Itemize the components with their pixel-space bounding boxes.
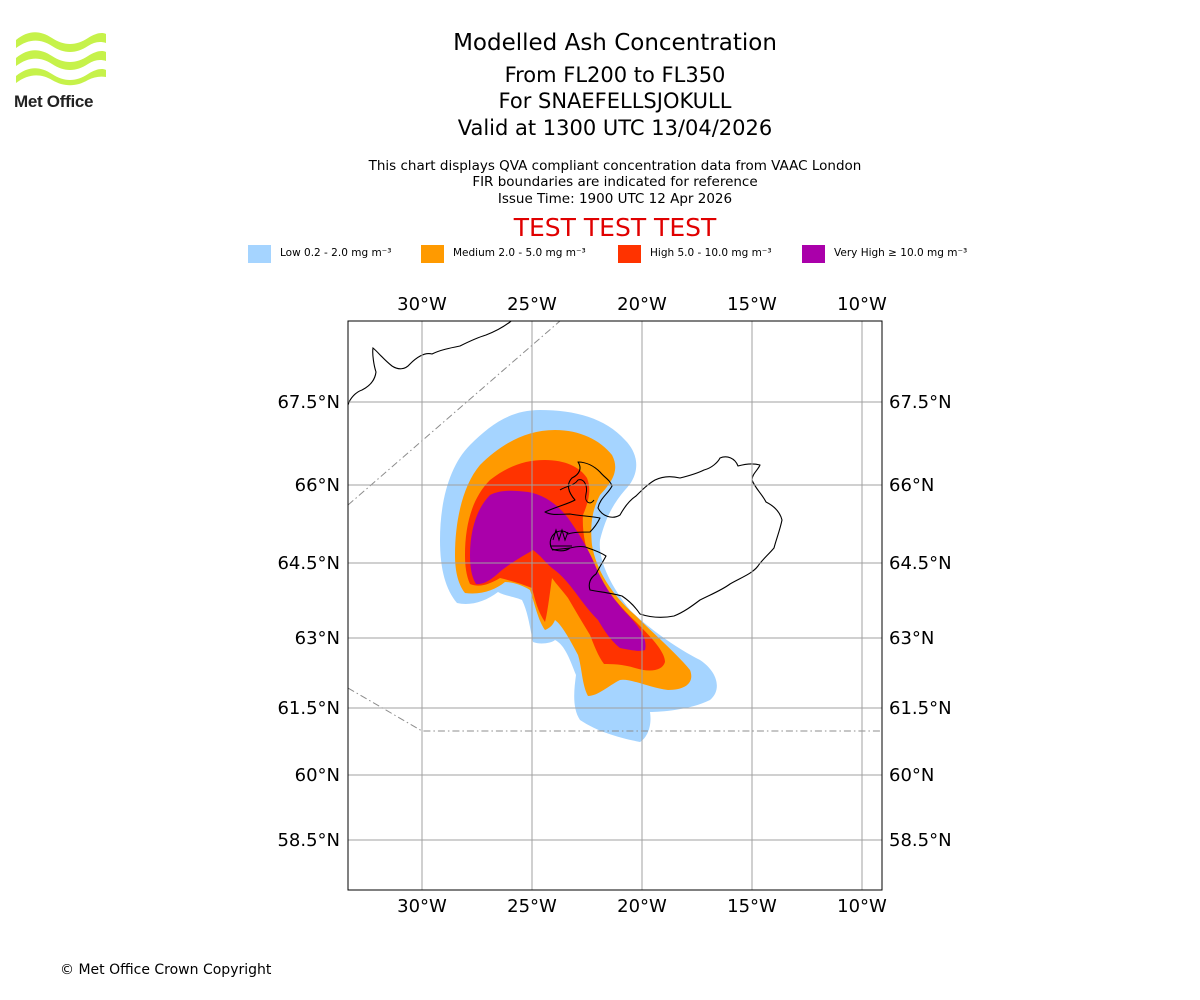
- volcano-name: For SNAEFELLSJOKULL: [498, 89, 732, 113]
- lat-tick-label-left: 64.5°N: [277, 553, 340, 574]
- valid-time: Valid at 1300 UTC 13/04/2026: [457, 116, 773, 140]
- lat-tick-label-right: 64.5°N: [889, 553, 952, 574]
- lon-tick-label-top: 15°W: [727, 294, 777, 315]
- lon-tick-label-bottom: 25°W: [507, 896, 557, 917]
- map-gridlines: [348, 321, 882, 890]
- lat-tick-label-right: 67.5°N: [889, 392, 952, 413]
- iceland-coastline: [544, 456, 783, 618]
- lon-tick-label-top: 20°W: [617, 294, 667, 315]
- legend-swatch-low: [248, 245, 271, 263]
- chart-description: This chart displays QVA compliant concen…: [368, 158, 862, 174]
- legend-swatch-medium: [421, 245, 444, 263]
- lon-tick-label-bottom: 15°W: [727, 896, 777, 917]
- copyright-notice: © Met Office Crown Copyright: [60, 962, 272, 978]
- met-office-logo-text: Met Office: [14, 92, 94, 111]
- lat-tick-label-left: 61.5°N: [277, 698, 340, 719]
- lat-tick-label-right: 60°N: [889, 765, 934, 786]
- map-frame: [347, 320, 883, 891]
- lat-tick-label-right: 61.5°N: [889, 698, 952, 719]
- iceland-west-fjords-coast: [559, 479, 595, 504]
- greenland-coastline: [348, 321, 513, 406]
- chart-title: Modelled Ash Concentration: [453, 30, 777, 56]
- lat-tick-label-left: 67.5°N: [277, 392, 340, 413]
- met-office-waves-icon: [16, 32, 106, 86]
- lon-tick-label-top: 25°W: [507, 294, 557, 315]
- fir-note: FIR boundaries are indicated for referen…: [472, 174, 758, 190]
- met-office-logo: Met Office: [14, 30, 110, 114]
- lat-tick-label-left: 66°N: [295, 475, 340, 496]
- legend-swatch-very-high: [802, 245, 825, 263]
- lat-tick-label-left: 60°N: [295, 765, 340, 786]
- lat-tick-label-right: 58.5°N: [889, 830, 952, 851]
- lat-tick-label-right: 66°N: [889, 475, 934, 496]
- lon-tick-label-bottom: 20°W: [617, 896, 667, 917]
- lat-tick-label-left: 58.5°N: [277, 830, 340, 851]
- lon-tick-label-bottom: 30°W: [397, 896, 447, 917]
- legend-swatch-high: [618, 245, 641, 263]
- lon-tick-label-top: 30°W: [397, 294, 447, 315]
- test-banner: TEST TEST TEST: [513, 213, 717, 242]
- flight-level-range: From FL200 to FL350: [504, 63, 726, 87]
- peninsula-detail: [550, 528, 572, 551]
- legend-label-very-high: Very High ≥ 10.0 mg m⁻³: [834, 247, 968, 259]
- legend-label-high: High 5.0 - 10.0 mg m⁻³: [650, 247, 772, 259]
- ash-area-very-high: [470, 490, 646, 651]
- lat-tick-label-right: 63°N: [889, 628, 934, 649]
- legend-label-medium: Medium 2.0 - 5.0 mg m⁻³: [453, 247, 586, 259]
- lon-tick-label-bottom: 10°W: [837, 896, 887, 917]
- fir-boundary: [348, 687, 882, 732]
- fir-boundary: [348, 321, 561, 506]
- legend-label-low: Low 0.2 - 2.0 mg m⁻³: [280, 247, 392, 259]
- lon-tick-label-top: 10°W: [837, 294, 887, 315]
- lat-tick-label-left: 63°N: [295, 628, 340, 649]
- map-tick-labels: 30°W 30°W 25°W 25°W 20°W 20°W 15°W 15°W 10°W 10°W…: [277, 294, 951, 917]
- issue-time: Issue Time: 1900 UTC 12 Apr 2026: [497, 191, 733, 207]
